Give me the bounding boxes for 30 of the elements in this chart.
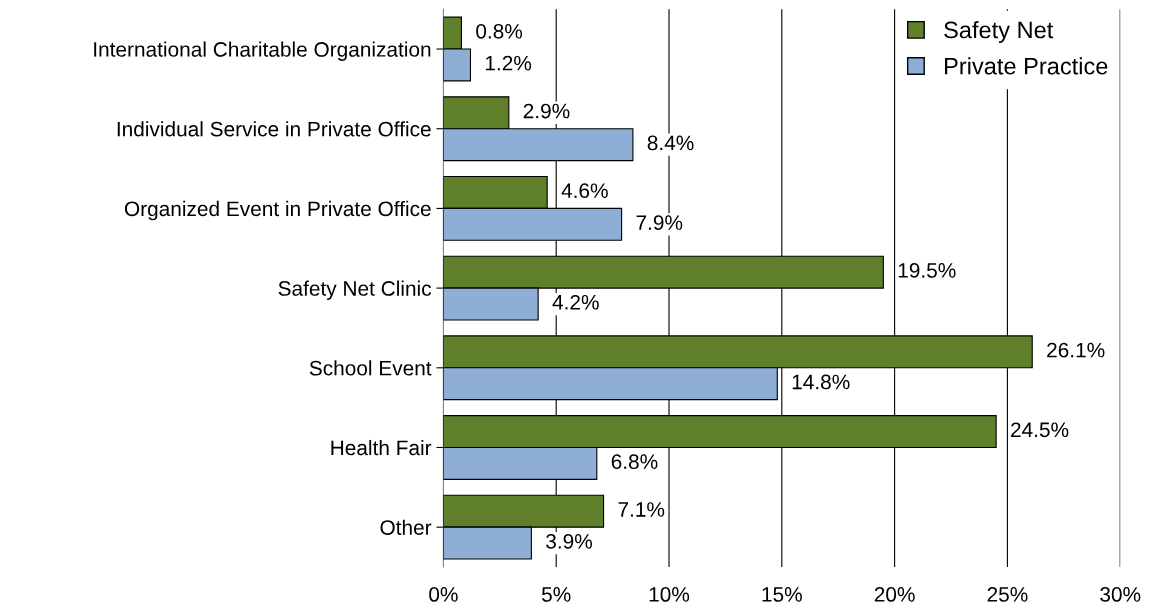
x-tick-label: 30% — [1100, 587, 1141, 602]
y-tick-label: Safety Net Clinic — [278, 280, 432, 300]
y-tick-label: Organized Event in Private Office — [124, 200, 431, 221]
legend-label: Safety Net — [944, 21, 1054, 44]
y-tick-label: School Event — [309, 360, 432, 376]
data-label: 0.8% — [476, 23, 523, 39]
data-label: 24.5% — [1011, 422, 1069, 438]
data-label: 1.2% — [485, 55, 532, 71]
x-tick-label: 25% — [987, 587, 1028, 602]
data-label: 7.1% — [618, 502, 665, 517]
data-label: 7.9% — [636, 215, 683, 230]
data-label: 26.1% — [1047, 342, 1105, 358]
x-tick-label: 20% — [874, 587, 915, 602]
x-tick-label: 15% — [762, 587, 802, 602]
y-tick-label: International Charitable Organization — [94, 41, 431, 61]
data-label: 4.2% — [552, 294, 599, 310]
data-label: 3.9% — [546, 533, 593, 549]
data-label: 14.8% — [792, 374, 850, 390]
y-tick-label: Other — [380, 519, 432, 535]
data-label: 6.8% — [611, 454, 658, 470]
data-label: 8.4% — [647, 135, 694, 151]
x-tick-label: 10% — [649, 587, 690, 602]
data-label: 2.9% — [523, 103, 570, 119]
x-tick-label: 0% — [429, 587, 458, 602]
data-label: 19.5% — [898, 263, 956, 278]
y-tick-label: Health Fair — [331, 439, 432, 456]
y-tick-label: Individual Service in Private Office — [117, 121, 431, 137]
data-label: 4.6% — [561, 183, 608, 199]
x-tick-label: 5% — [541, 587, 571, 602]
legend-label: Private Practice — [945, 57, 1108, 75]
